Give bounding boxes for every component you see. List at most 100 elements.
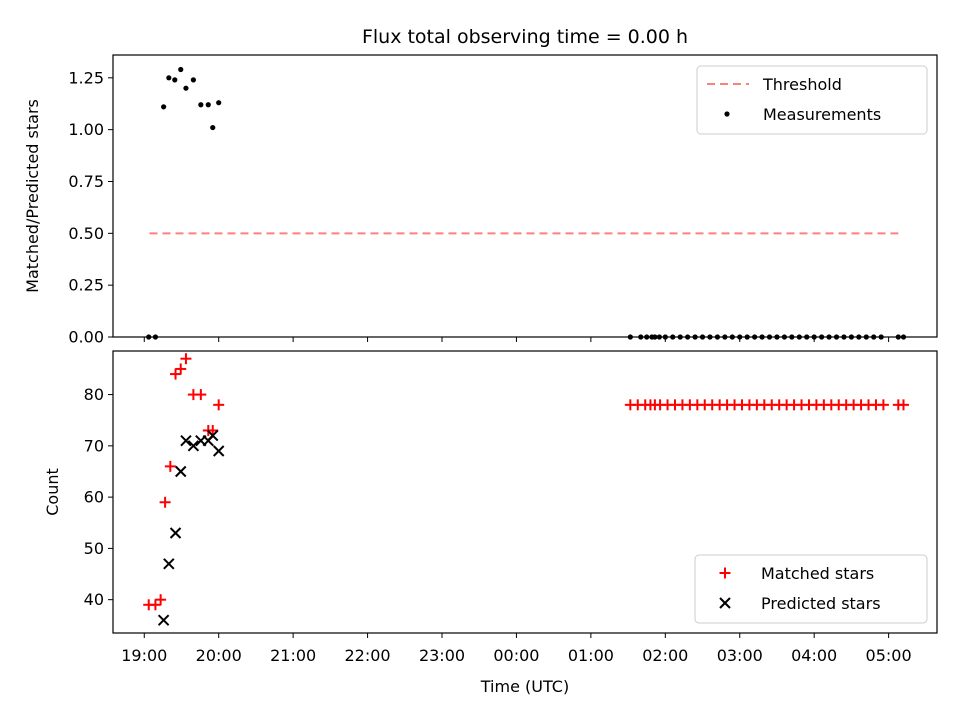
data-point (161, 104, 167, 110)
data-point (210, 124, 216, 131)
series-predicted-stars (157, 429, 225, 626)
data-point (183, 85, 189, 91)
data-point (729, 334, 735, 340)
data-point (752, 334, 758, 340)
legend-label: Predicted stars (761, 594, 881, 613)
data-point (213, 399, 225, 411)
data-point (685, 334, 691, 340)
data-point (212, 445, 225, 457)
y-tick-label: 0.50 (68, 224, 104, 243)
data-point (178, 66, 184, 73)
data-point (169, 527, 182, 539)
series-matched-stars (143, 353, 910, 611)
data-point (699, 334, 706, 340)
data-point (826, 334, 832, 340)
legend: Threshold Measurements (696, 65, 928, 135)
x-tick-label: 19:00 (121, 646, 167, 665)
plot-frame (112, 54, 938, 338)
data-point (207, 424, 219, 436)
data-point (848, 334, 854, 340)
legend-label: Threshold (762, 75, 842, 94)
x-tick-label: 22:00 (345, 646, 391, 665)
data-point (157, 614, 170, 626)
data-point (833, 334, 840, 340)
legend-label: Measurements (763, 105, 881, 124)
x-axis-label: Time (UTC) (480, 677, 569, 696)
legend-swatch (719, 567, 731, 579)
y-tick-label: 40 (84, 590, 104, 609)
data-point (670, 334, 676, 340)
data-point (877, 399, 889, 411)
data-point (662, 334, 668, 340)
y-axis-label: Count (43, 468, 62, 516)
data-point (895, 334, 901, 340)
data-point (781, 334, 788, 340)
y-tick-label: 1.00 (68, 120, 104, 139)
top-panel-ratio: 0.00 0.25 0.50 0.75 1.00 1.25 Matched/Predicte… (23, 54, 938, 347)
data-point (207, 429, 219, 442)
y-tick-label: 0.00 (68, 328, 104, 347)
legend: Matched stars Predicted stars (694, 554, 928, 624)
x-tick-label: 20:00 (196, 646, 242, 665)
data-point (180, 353, 192, 365)
data-point (774, 334, 780, 340)
data-point (149, 599, 161, 611)
data-point (692, 334, 698, 340)
data-point (190, 77, 196, 83)
data-point (677, 334, 683, 340)
y-tick-label: 1.25 (68, 68, 104, 87)
x-tick-label: 05:00 (866, 646, 912, 665)
data-point (164, 460, 176, 472)
data-point (766, 334, 773, 340)
legend-swatch (724, 111, 730, 117)
data-point (170, 368, 182, 380)
chart-title: Flux total observing time = 0.00 h (362, 26, 688, 48)
legend-swatch (719, 597, 731, 609)
data-point (856, 334, 862, 340)
data-point (811, 334, 817, 340)
data-point (898, 399, 910, 411)
data-point (644, 334, 650, 340)
legend-label: Matched stars (761, 564, 874, 583)
data-point (175, 363, 187, 375)
data-point (146, 334, 152, 340)
x-tick-label: 21:00 (270, 646, 316, 665)
data-point (205, 102, 211, 108)
x-tick-label: 00:00 (493, 646, 539, 665)
y-axis-label: Matched/Predicted stars (23, 99, 42, 293)
data-point (172, 77, 178, 83)
data-point (744, 334, 750, 340)
data-point (656, 334, 662, 340)
data-point (159, 496, 171, 508)
data-point (163, 558, 175, 570)
y-tick-label: 50 (84, 539, 104, 558)
data-point (155, 594, 167, 606)
data-point (863, 334, 869, 340)
x-tick-label: 23:00 (419, 646, 465, 665)
x-tick-label: 01:00 (568, 646, 614, 665)
data-point (175, 465, 187, 478)
series-measurements (146, 66, 907, 340)
data-point (804, 334, 810, 340)
data-point (722, 334, 728, 340)
data-point (152, 334, 159, 340)
data-point (714, 334, 721, 340)
y-tick-label: 0.75 (68, 172, 104, 191)
plot-frame (112, 350, 938, 634)
data-point (707, 334, 713, 340)
x-tick-label: 02:00 (642, 646, 688, 665)
y-tick-label: 60 (84, 488, 104, 507)
x-tick-label: 04:00 (791, 646, 837, 665)
x-tick-label: 03:00 (717, 646, 763, 665)
data-point (638, 334, 644, 340)
data-point (180, 435, 192, 447)
y-tick-label: 80 (84, 385, 104, 404)
data-point (900, 334, 907, 340)
data-point (627, 334, 633, 340)
data-point (796, 334, 802, 340)
data-point (216, 100, 222, 106)
data-point (819, 334, 825, 340)
data-point (187, 440, 200, 452)
legend-box (694, 554, 928, 624)
